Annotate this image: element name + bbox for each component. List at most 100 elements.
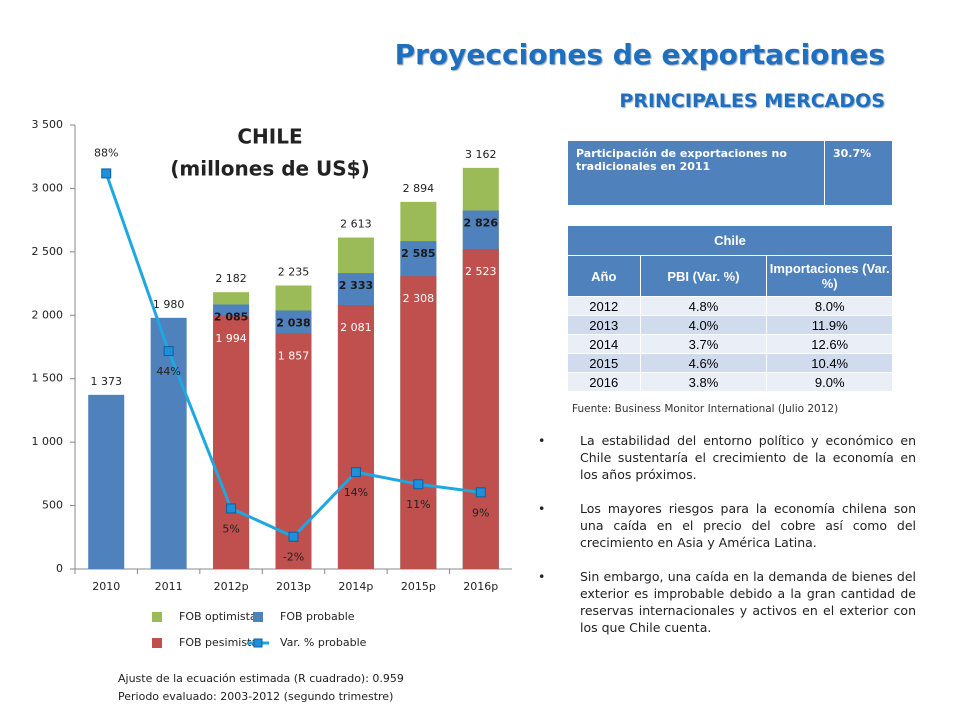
table-row: 2013 4.0% 11.9%	[567, 315, 893, 335]
legend-marker	[253, 638, 263, 648]
data-label: 2 894	[403, 182, 435, 195]
data-label: 2 081	[340, 321, 372, 334]
data-label: 2 613	[340, 218, 372, 231]
data-label: 9%	[472, 506, 489, 519]
data-label: 11%	[406, 498, 430, 511]
x-tick-label: 2014p	[338, 580, 373, 593]
legend-label: FOB optimista	[179, 610, 257, 623]
source: Fuente: Business Monitor International (…	[572, 403, 839, 415]
data-label: -2%	[283, 551, 304, 564]
data-label: 2 826	[464, 217, 499, 230]
chart-subtitle: (millones de US$)	[170, 157, 370, 181]
slide-subtitle: PRINCIPALES MERCADOS	[619, 90, 885, 112]
cell: 2012	[567, 296, 641, 316]
x-tick-label: 2016p	[463, 580, 498, 593]
bar	[400, 276, 437, 569]
cell: 9.0%	[766, 372, 893, 392]
chart: CHILE (millones de US$) 0 500 1 000 1 500 2 …	[32, 118, 512, 649]
x-tick-label: 2013p	[276, 580, 311, 593]
table-title: Chile	[567, 225, 893, 256]
cell: 8.0%	[766, 296, 893, 316]
bullet: La estabilidad del entorno político y ec…	[538, 432, 916, 483]
note-table: Participación de exportaciones no tradic…	[567, 140, 893, 206]
data-label: 2 085	[214, 311, 248, 324]
bullet: Los mayores riesgos para la economía chi…	[538, 500, 916, 551]
cell: 11.9%	[766, 315, 893, 335]
column-header: PBI (Var. %)	[639, 255, 768, 297]
bullet-list: La estabilidad del entorno político y ec…	[538, 432, 916, 653]
legend-label: FOB pesimista	[179, 636, 258, 649]
bar	[462, 248, 499, 569]
x-tick-label: 2010	[92, 580, 120, 593]
x-tick-label: 2012p	[214, 580, 249, 593]
line-marker	[475, 487, 486, 498]
bar	[213, 316, 250, 569]
cell: 3.8%	[639, 372, 768, 392]
cell: Participación de exportaciones no tradic…	[567, 140, 825, 206]
cell: 4.8%	[639, 296, 768, 316]
data-label: 5%	[222, 522, 239, 535]
data-table: Chile Año PBI (Var. %) Importaciones (Var. …	[567, 225, 893, 392]
line-marker	[413, 479, 424, 490]
data-label: 2 333	[339, 279, 373, 292]
legend-label: FOB probable	[280, 610, 355, 623]
data-label: 2 038	[276, 316, 310, 329]
bar	[337, 305, 374, 569]
y-tick-label: 0	[56, 562, 63, 575]
cell: 2016	[567, 372, 641, 392]
cell: 30.7%	[824, 140, 893, 206]
y-tick-label: 3 000	[32, 181, 64, 194]
line-marker	[350, 467, 361, 478]
table-header-row: Año PBI (Var. %) Importaciones (Var. %)	[567, 255, 893, 297]
line-marker	[163, 346, 174, 357]
y-tick-label: 2 500	[32, 245, 64, 258]
table-row: 2012 4.8% 8.0%	[567, 296, 893, 316]
slide-title: Proyecciones de exportaciones	[394, 38, 885, 71]
cell: 10.4%	[766, 353, 893, 373]
cell: 4.6%	[639, 353, 768, 373]
y-tick-label: 2 000	[32, 308, 64, 321]
table-row: 2016 3.8% 9.0%	[567, 372, 893, 392]
cell: 12.6%	[766, 334, 893, 354]
legend-swatch	[152, 638, 162, 648]
y-tick-label: 1 500	[32, 372, 64, 385]
legend-label: Var. % probable	[280, 636, 367, 649]
column-header: Importaciones (Var. %)	[766, 255, 893, 297]
table-row: 2015 4.6% 10.4%	[567, 353, 893, 373]
bullet: Sin embargo, una caída en la demanda de …	[538, 568, 916, 636]
x-tick-label: 2015p	[401, 580, 436, 593]
data-label: 1 857	[278, 349, 310, 362]
bar	[150, 317, 187, 569]
bar	[88, 394, 125, 569]
data-label: 2 308	[403, 292, 435, 305]
data-label: 14%	[344, 486, 368, 499]
table-row: Chile	[567, 225, 893, 256]
data-label: 2 182	[215, 272, 247, 285]
table-row: 2014 3.7% 12.6%	[567, 334, 893, 354]
cell: 2013	[567, 315, 641, 335]
line-marker	[226, 503, 237, 514]
line-marker	[288, 531, 299, 542]
data-label: 88%	[94, 146, 118, 159]
cell: 3.7%	[639, 334, 768, 354]
y-tick-label: 3 500	[32, 118, 64, 131]
data-label: 3 162	[465, 148, 497, 161]
footnote: Ajuste de la ecuación estimada (R cuadra…	[118, 672, 404, 685]
data-label: 44%	[156, 365, 180, 378]
legend-swatch	[253, 612, 263, 622]
x-tick-label: 2011	[155, 580, 183, 593]
chart-title: CHILE	[237, 125, 302, 149]
cell: 2014	[567, 334, 641, 354]
data-label: 1 980	[153, 298, 185, 311]
legend-swatch	[152, 612, 162, 622]
data-label: 2 523	[465, 265, 497, 278]
data-label: 2 235	[278, 265, 310, 278]
column-header: Año	[567, 255, 641, 297]
line-marker	[101, 168, 112, 179]
data-label: 1 994	[215, 332, 247, 345]
data-label: 2 585	[401, 247, 435, 260]
cell: 4.0%	[639, 315, 768, 335]
data-label: 1 373	[90, 375, 122, 388]
y-tick-label: 1 000	[32, 435, 64, 448]
